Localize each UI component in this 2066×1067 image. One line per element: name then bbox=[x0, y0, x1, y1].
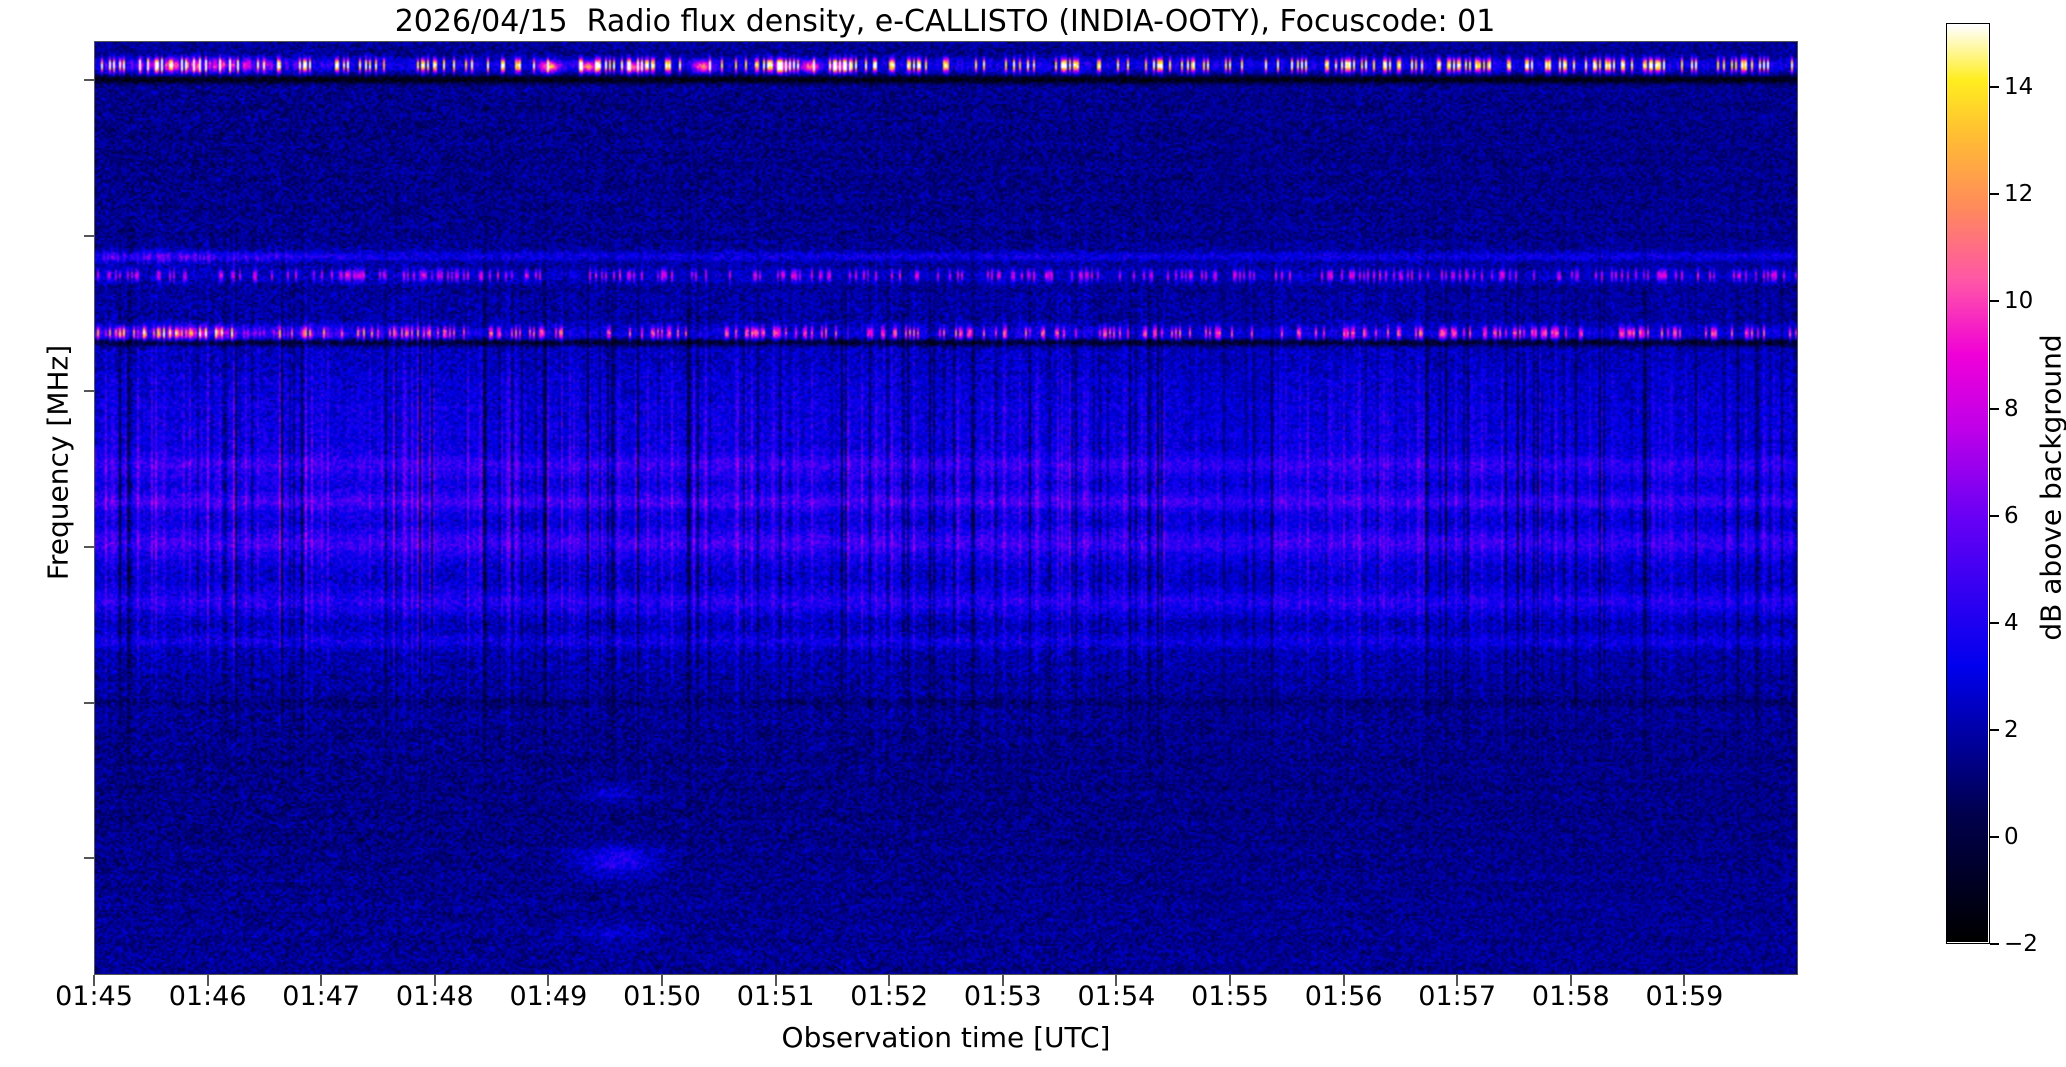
colorbar-tick-label: 8 bbox=[2004, 395, 2019, 422]
x-axis-tick-label: 01:47 bbox=[282, 981, 361, 1012]
colorbar-tick-label: −2 bbox=[2004, 931, 2038, 957]
colorbar-tick-mark bbox=[1990, 943, 1999, 945]
colorbar-tick-label: 14 bbox=[2004, 74, 2034, 101]
x-axis-tick-label: 01:57 bbox=[1418, 981, 1497, 1012]
x-axis-tick-mark bbox=[1001, 975, 1004, 986]
colorbar-tick-label: 10 bbox=[2004, 288, 2034, 315]
colorbar-tick-label: 4 bbox=[2004, 609, 2019, 636]
x-axis-tick-label: 01:55 bbox=[1191, 981, 1269, 1012]
y-axis-tick-mark bbox=[84, 78, 95, 81]
colorbar-tick-label: 12 bbox=[2004, 181, 2034, 208]
x-axis-tick-mark bbox=[888, 975, 891, 986]
colorbar-tick-mark bbox=[1990, 86, 1999, 89]
x-axis-tick-label: 01:54 bbox=[1077, 981, 1156, 1012]
colorbar-gradient bbox=[1947, 24, 1988, 942]
y-axis-tick-mark bbox=[84, 545, 95, 548]
spectrogram-axes[interactable] bbox=[94, 41, 1798, 975]
colorbar-tick-mark bbox=[1990, 728, 1999, 731]
x-axis-tick-mark bbox=[206, 975, 209, 986]
colorbar-tick-mark bbox=[1990, 514, 1999, 517]
page-title: 2026/04/15 Radio flux density, e-CALLIST… bbox=[394, 4, 1496, 39]
x-axis-tick-label: 01:51 bbox=[736, 981, 815, 1012]
x-axis-tick-label: 01:58 bbox=[1531, 981, 1610, 1012]
x-axis-tick-mark bbox=[1456, 975, 1459, 986]
colorbar-tick-mark bbox=[1990, 407, 1999, 410]
x-axis-tick-label: 01:49 bbox=[509, 981, 588, 1012]
colorbar-tick-mark bbox=[1990, 621, 1999, 624]
x-axis-tick-label: 01:45 bbox=[55, 981, 133, 1012]
x-axis-tick-label: 01:53 bbox=[963, 981, 1042, 1012]
colorbar-axes bbox=[1946, 23, 1990, 944]
colorbar-tick-mark bbox=[1990, 835, 1999, 838]
colorbar-tick-label: 2 bbox=[2004, 716, 2019, 743]
x-axis-tick-mark bbox=[1115, 975, 1118, 986]
x-axis-tick-mark bbox=[433, 975, 436, 986]
y-axis-tick-mark bbox=[84, 234, 95, 237]
x-axis-tick-mark bbox=[661, 975, 663, 986]
y-axis-tick-mark bbox=[84, 857, 95, 860]
x-axis-tick-mark bbox=[1229, 975, 1231, 986]
x-axis-tick-mark bbox=[547, 975, 550, 986]
x-axis-label: Observation time [UTC] bbox=[781, 1021, 1111, 1054]
colorbar-tick-mark bbox=[1990, 193, 1999, 196]
x-axis-tick-mark bbox=[93, 975, 95, 986]
x-axis-tick-mark bbox=[774, 975, 777, 986]
y-axis-tick-mark bbox=[84, 701, 95, 704]
x-axis-tick-mark bbox=[1342, 975, 1345, 986]
colorbar-tick-label: 6 bbox=[2004, 502, 2019, 529]
y-axis-label: Frequency [MHz] bbox=[41, 344, 75, 581]
x-axis-tick-mark bbox=[1569, 975, 1572, 986]
spectrogram-image bbox=[95, 42, 1797, 974]
x-axis-tick-label: 01:59 bbox=[1645, 981, 1724, 1012]
colorbar-tick-label: 0 bbox=[2004, 823, 2019, 850]
x-axis-tick-label: 01:56 bbox=[1304, 981, 1383, 1012]
x-axis-tick-label: 01:50 bbox=[623, 981, 701, 1012]
x-axis-tick-mark bbox=[1683, 975, 1686, 986]
y-axis-tick-mark bbox=[84, 390, 95, 393]
x-axis-tick-label: 01:48 bbox=[395, 981, 474, 1012]
x-axis-tick-label: 01:52 bbox=[850, 981, 929, 1012]
colorbar-tick-mark bbox=[1990, 300, 1999, 303]
x-axis-tick-label: 01:46 bbox=[168, 981, 247, 1012]
x-axis-tick-mark bbox=[320, 975, 323, 986]
